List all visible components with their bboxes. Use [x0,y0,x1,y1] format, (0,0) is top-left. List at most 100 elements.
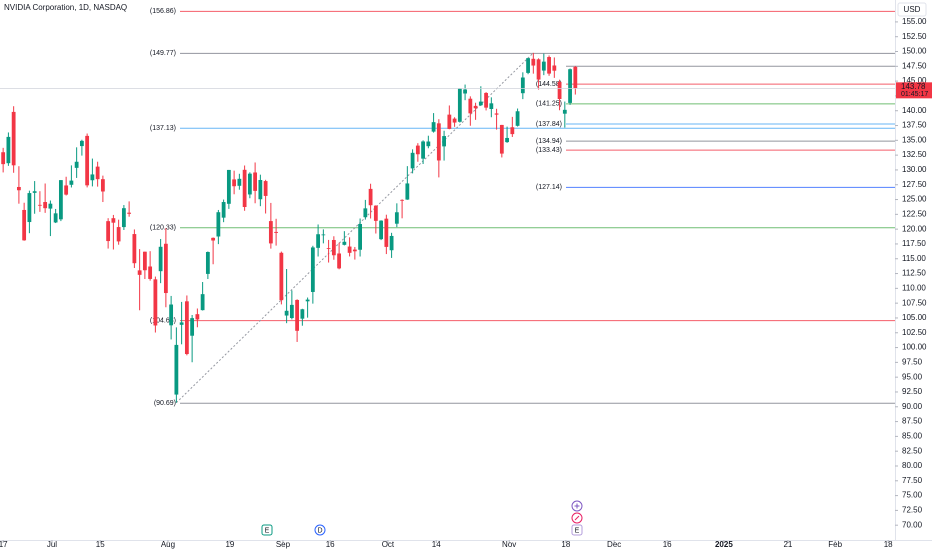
candle-body [48,203,53,209]
candle-body [237,178,242,186]
event-label[interactable]: E [575,527,580,534]
candle-body [184,301,189,355]
event-label[interactable]: E [265,527,270,534]
x-tick-label: Jul [47,540,57,549]
event-label[interactable]: D [317,527,322,534]
y-tick-label: 107.50 [902,298,927,307]
event-marker[interactable] [314,524,326,536]
y-tick-label: 125.00 [902,195,927,204]
y-tick-label: 82.50 [902,446,923,455]
candle-body [305,299,310,302]
candle-body [358,223,362,250]
candle-body [541,61,546,71]
candle-body [95,166,100,180]
y-tick-label: 130.00 [902,165,927,174]
x-tick-label: 16 [663,540,672,549]
candle-body [379,220,383,240]
candle-body [216,212,221,237]
level-label: (133.43) [536,147,562,154]
candle-body [568,69,572,103]
y-tick-label: 87.50 [902,417,923,426]
price-tag [896,82,932,99]
x-tick-label: 14 [432,540,441,549]
x-tick-label: Oct [382,540,395,549]
candle-body [90,174,95,181]
candle-body [400,199,404,201]
y-tick-label: 72.50 [902,506,923,515]
candle-body [200,294,205,311]
currency-label[interactable]: USD [904,5,921,14]
candle-body [499,124,504,154]
candle-body [536,59,541,80]
x-tick-label: Feb [828,540,842,549]
candle-body [289,304,294,319]
candle-body [447,114,452,129]
candle-body [211,237,216,241]
candle-body [158,246,163,272]
x-tick-label: 21 [783,540,792,549]
candle-body [562,109,567,114]
level-label: (104.63) [150,317,176,324]
candle-body [300,309,305,319]
candle-body [295,299,300,331]
candle-body [494,113,499,115]
y-tick-label: 80.00 [902,461,923,470]
candle-body [148,266,153,279]
event-icon [574,503,580,509]
candle-body [226,169,231,204]
candle-body [179,322,184,325]
y-tick-label: 137.50 [902,121,927,130]
level-label: (90.69) [154,400,176,407]
event-marker[interactable] [261,524,273,536]
candle-body [547,57,551,74]
candle-body [394,212,399,224]
x-tick-label: 18 [561,540,570,549]
price-tag-value: 143.78 [901,82,926,91]
y-tick-label: 132.50 [902,150,927,159]
candle-body [368,188,373,206]
x-tick-label: 18 [884,540,893,549]
y-tick-label: 75.00 [902,491,923,500]
candle-body [468,98,473,114]
level-label: (144.58) [536,81,562,88]
candle-body [452,118,457,123]
level-label: (137.84) [536,121,562,128]
y-tick-label: 110.00 [902,283,926,292]
candle-body [284,310,289,316]
candle-body [316,234,321,248]
candle-body [347,246,352,253]
y-tick-label: 90.00 [902,402,923,411]
candle-body [389,235,394,251]
candle-body [205,252,210,274]
event-marker[interactable] [571,524,583,536]
candle-body [85,135,90,186]
level-label: (120.33) [150,225,176,232]
event-icon [574,515,580,521]
candle-body [310,247,315,292]
candle-body [53,213,58,223]
y-tick-label: 102.50 [902,328,927,337]
candle-body [79,140,84,147]
candle-body [64,185,69,195]
candle-body [463,89,467,94]
candle-body [321,234,326,236]
candle-body [557,81,562,99]
trend-line [176,52,534,404]
y-tick-label: 112.50 [902,269,926,278]
y-tick-label: 70.00 [902,520,923,529]
candle-body [221,202,226,218]
candle-body [16,186,21,191]
y-tick-label: 145.00 [902,76,927,85]
candle-body [484,92,488,108]
candle-body [242,169,247,207]
candle-body [258,180,263,200]
x-tick-label: Aug [161,540,175,549]
currency-box[interactable] [897,2,927,17]
x-tick-label: Sep [276,540,291,549]
candle-body [247,173,252,195]
candle-body [573,66,578,89]
candle-body [22,209,27,241]
chart-title: NVIDIA Corporation, 1D, NASDAQ [4,3,127,12]
candle-body [515,111,520,126]
